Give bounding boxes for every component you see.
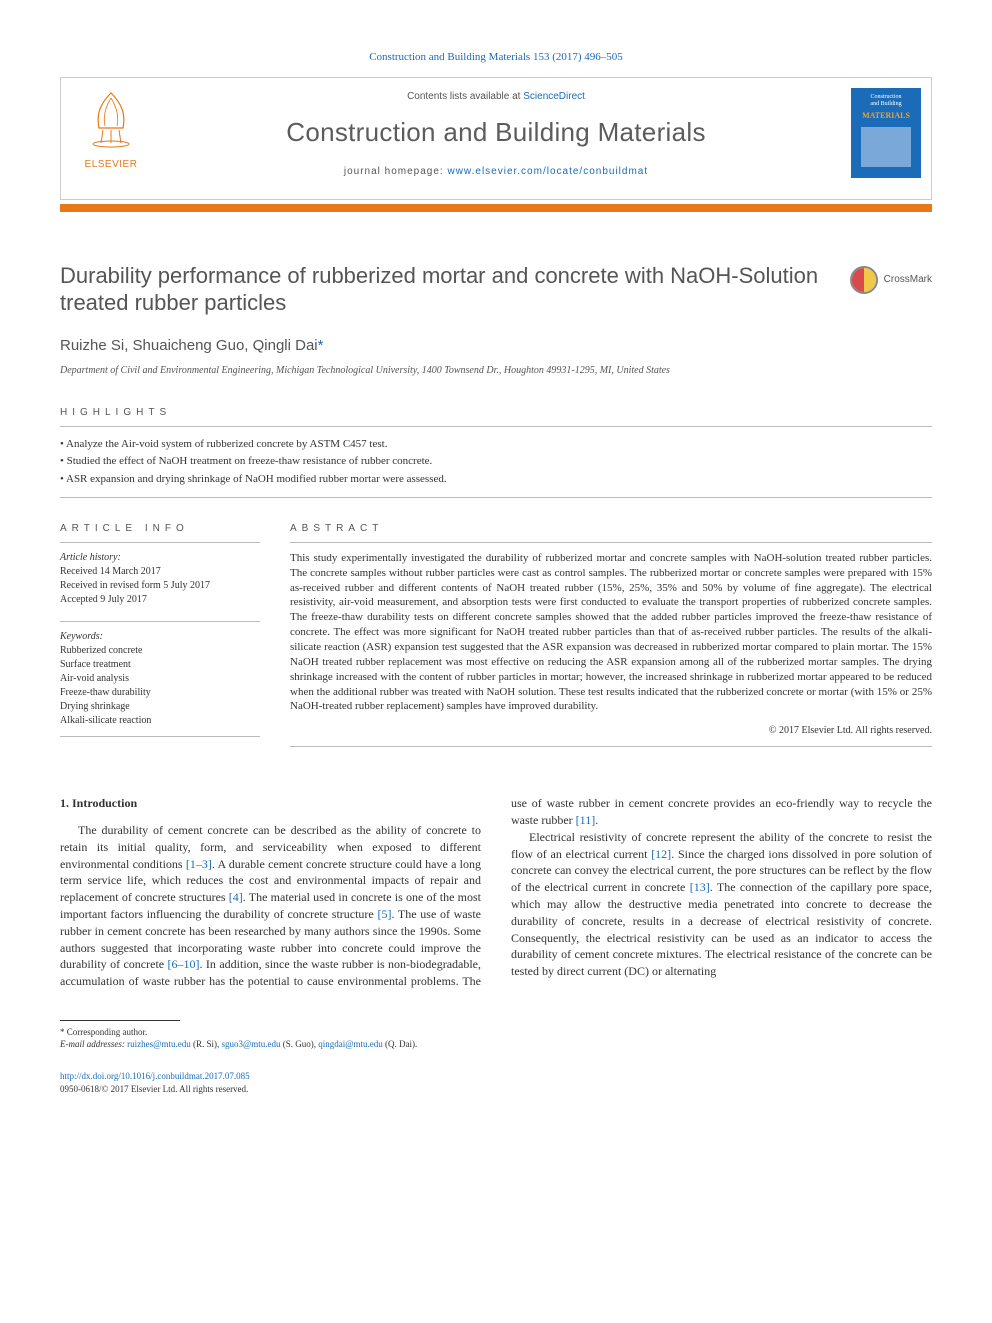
footnote-rule	[60, 1020, 180, 1021]
cover-title-2: and Building	[870, 101, 901, 108]
journal-name: Construction and Building Materials	[171, 114, 821, 150]
elsevier-tree-icon	[81, 88, 141, 148]
abstract-text: This study experimentally investigated t…	[290, 551, 932, 714]
publisher-label: ELSEVIER	[71, 158, 151, 172]
ref-link[interactable]: [6–10]	[168, 957, 200, 971]
keyword: Freeze-thaw durability	[60, 686, 260, 700]
homepage-prefix: journal homepage:	[344, 166, 448, 177]
doi-link[interactable]: http://dx.doi.org/10.1016/j.conbuildmat.…	[60, 1071, 250, 1081]
body-two-column: 1. Introduction The durability of cement…	[60, 795, 932, 990]
cover-materials: MATERIALS	[862, 110, 910, 121]
authors-names: Ruizhe Si, Shuaicheng Guo, Qingli Dai	[60, 337, 318, 354]
footer: http://dx.doi.org/10.1016/j.conbuildmat.…	[60, 1070, 932, 1095]
cover-title-1: Construction	[871, 94, 902, 101]
article-info-column: ARTICLE INFO Article history: Received 1…	[60, 522, 260, 755]
body-text: .	[595, 813, 598, 827]
corr-author-label: * Corresponding author.	[60, 1027, 932, 1039]
history-label: Article history:	[60, 551, 260, 565]
journal-cover-thumbnail: Construction and Building MATERIALS	[851, 88, 921, 178]
keywords-label: Keywords:	[60, 630, 260, 644]
highlights-rule-bottom	[60, 497, 932, 498]
ref-link[interactable]: [11]	[576, 813, 596, 827]
highlights-rule-top	[60, 426, 932, 427]
elsevier-logo: ELSEVIER	[71, 88, 151, 178]
abstract-rule-bottom	[290, 746, 932, 747]
revised-date: Received in revised form 5 July 2017	[60, 579, 260, 593]
email-line: E-mail addresses: ruizhes@mtu.edu (R. Si…	[60, 1039, 932, 1051]
crossmark-badge[interactable]: CrossMark	[850, 266, 932, 294]
accepted-date: Accepted 9 July 2017	[60, 593, 260, 607]
citation-line: Construction and Building Materials 153 …	[60, 50, 932, 65]
email-label: E-mail addresses:	[60, 1039, 127, 1049]
authors-line: Ruizhe Si, Shuaicheng Guo, Qingli Dai*	[60, 335, 932, 356]
journal-header: ELSEVIER Construction and Building MATER…	[60, 77, 932, 199]
info-rule-2	[60, 621, 260, 622]
abstract-column: ABSTRACT This study experimentally inves…	[290, 522, 932, 755]
email-link[interactable]: ruizhes@mtu.edu	[127, 1039, 191, 1049]
email-link[interactable]: qingdai@mtu.edu	[318, 1039, 383, 1049]
contents-prefix: Contents lists available at	[407, 91, 523, 102]
ref-link[interactable]: [4]	[229, 890, 243, 904]
accent-bar	[60, 204, 932, 212]
article-title: Durability performance of rubberized mor…	[60, 262, 830, 317]
sciencedirect-link[interactable]: ScienceDirect	[523, 91, 585, 102]
highlight-item: ASR expansion and drying shrinkage of Na…	[60, 472, 932, 487]
author-inline: (S. Guo),	[281, 1039, 319, 1049]
author-inline: (Q. Dai).	[383, 1039, 418, 1049]
article-info-label: ARTICLE INFO	[60, 522, 260, 536]
info-rule-3	[60, 736, 260, 737]
abstract-label: ABSTRACT	[290, 522, 932, 536]
corresponding-footnote: * Corresponding author. E-mail addresses…	[60, 1027, 932, 1050]
homepage-line: journal homepage: www.elsevier.com/locat…	[171, 165, 821, 179]
ref-link[interactable]: [12]	[651, 847, 671, 861]
intro-heading: 1. Introduction	[60, 795, 481, 812]
ref-link[interactable]: [1–3]	[186, 857, 212, 871]
received-date: Received 14 March 2017	[60, 565, 260, 579]
issn-copyright: 0950-0618/© 2017 Elsevier Ltd. All right…	[60, 1083, 932, 1096]
keyword: Air-void analysis	[60, 672, 260, 686]
affiliation: Department of Civil and Environmental En…	[60, 364, 932, 378]
contents-line: Contents lists available at ScienceDirec…	[171, 90, 821, 104]
abstract-rule	[290, 542, 932, 543]
email-link[interactable]: sguo3@mtu.edu	[221, 1039, 280, 1049]
author-inline: (R. Si),	[191, 1039, 222, 1049]
keyword: Rubberized concrete	[60, 644, 260, 658]
ref-link[interactable]: [13]	[690, 880, 710, 894]
corresponding-mark: *	[318, 337, 324, 354]
info-rule	[60, 542, 260, 543]
keyword: Surface treatment	[60, 658, 260, 672]
body-text: . The connection of the capillary pore s…	[511, 880, 932, 978]
highlights-list: Analyze the Air-void system of rubberize…	[60, 437, 932, 487]
keyword: Drying shrinkage	[60, 700, 260, 714]
crossmark-icon	[850, 266, 878, 294]
crossmark-label: CrossMark	[884, 273, 932, 287]
keyword: Alkali-silicate reaction	[60, 714, 260, 728]
cover-image-placeholder	[861, 127, 911, 167]
highlight-item: Studied the effect of NaOH treatment on …	[60, 454, 932, 469]
highlight-item: Analyze the Air-void system of rubberize…	[60, 437, 932, 452]
highlights-label: HIGHLIGHTS	[60, 406, 932, 420]
abstract-copyright: © 2017 Elsevier Ltd. All rights reserved…	[290, 724, 932, 738]
intro-paragraph-2: Electrical resistivity of concrete repre…	[511, 829, 932, 980]
homepage-link[interactable]: www.elsevier.com/locate/conbuildmat	[447, 166, 648, 177]
ref-link[interactable]: [5]	[377, 907, 391, 921]
